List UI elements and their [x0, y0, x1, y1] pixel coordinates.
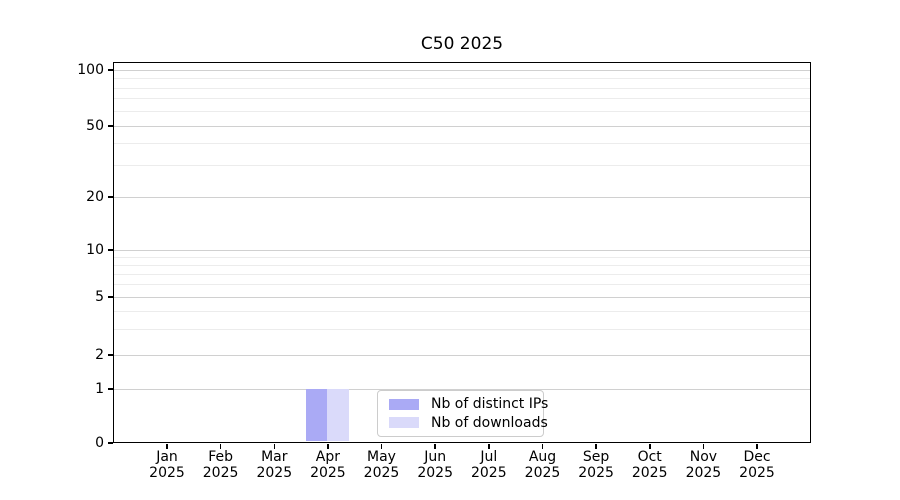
minor-gridline: [114, 273, 810, 275]
x-tick-mark: [327, 443, 329, 449]
x-tick-month: Mar: [261, 449, 288, 465]
x-tick-year: 2025: [578, 465, 614, 481]
legend: Nb of distinct IPs Nb of downloads: [377, 390, 548, 437]
y-tick-mark: [108, 125, 113, 127]
major-gridline: [114, 388, 810, 390]
legend-swatch-nb-of-downloads: [389, 417, 419, 429]
x-tick-year: 2025: [524, 465, 561, 481]
minor-gridline: [114, 328, 810, 330]
major-gridline: [114, 296, 810, 298]
y-tick-mark: [108, 388, 113, 390]
x-tick-label-nov: Nov 2025: [663, 449, 743, 481]
plot-area: [113, 62, 811, 443]
y-tick-mark: [108, 296, 113, 298]
x-tick-label-jan: Jan 2025: [127, 449, 207, 481]
chart-title: C50 2025: [420, 34, 504, 54]
x-tick-month: Oct: [637, 449, 662, 465]
x-tick-mark: [166, 443, 168, 449]
major-gridline: [114, 69, 810, 71]
x-tick-mark: [541, 443, 544, 449]
x-tick-year: 2025: [685, 465, 722, 481]
y-tick-label: 2: [95, 346, 104, 363]
x-tick-year: 2025: [417, 465, 453, 481]
bar-nb-of-distinct-ips-apr: [305, 388, 328, 441]
x-tick-month: Apr: [315, 449, 340, 465]
y-tick-label: 0: [95, 434, 104, 451]
minor-gridline: [114, 110, 810, 112]
y-tick-mark: [108, 69, 113, 71]
legend-swatch-nb-of-distinct-ips: [389, 398, 419, 410]
x-tick-year: 2025: [256, 465, 293, 481]
minor-gridline: [114, 165, 810, 167]
x-tick-label-dec: Dec 2025: [717, 449, 797, 481]
legend-entry-nb-of-distinct-ips: Nb of distinct IPs: [386, 395, 548, 413]
x-tick-month: Dec: [743, 449, 771, 465]
y-tick-label: 1: [95, 380, 104, 397]
x-tick-mark: [702, 443, 705, 449]
minor-gridline: [114, 284, 810, 286]
x-tick-year: 2025: [631, 465, 668, 481]
major-gridline: [114, 354, 810, 356]
x-tick-month: Jun: [424, 449, 447, 465]
y-tick-label: 50: [86, 117, 104, 134]
y-tick-label: 5: [95, 288, 104, 305]
x-tick-year: 2025: [470, 465, 507, 481]
y-tick-label: 10: [86, 241, 104, 258]
x-tick-label-may: May 2025: [342, 449, 422, 481]
minor-gridline: [114, 98, 810, 100]
minor-gridline: [114, 310, 810, 312]
x-tick-month: Feb: [208, 449, 233, 465]
x-tick-month: May: [367, 449, 396, 465]
x-tick-mark: [649, 443, 651, 449]
y-tick-mark: [108, 354, 113, 356]
x-tick-month: Jan: [156, 449, 178, 465]
x-tick-mark: [219, 443, 222, 449]
y-tick-mark: [108, 196, 113, 198]
x-tick-mark: [595, 443, 597, 449]
x-tick-year: 2025: [149, 465, 185, 481]
x-tick-label-sep: Sep 2025: [556, 449, 636, 481]
major-gridline: [114, 125, 810, 127]
x-tick-month: Jul: [480, 449, 498, 465]
major-gridline: [114, 196, 810, 198]
x-tick-label-feb: Feb 2025: [181, 449, 261, 481]
x-tick-mark: [380, 443, 383, 449]
legend-label: Nb of distinct IPs: [431, 396, 549, 413]
x-tick-mark: [434, 443, 436, 449]
x-tick-month: Sep: [582, 449, 610, 465]
minor-gridline: [114, 87, 810, 89]
x-tick-label-apr: Apr 2025: [288, 449, 368, 481]
x-tick-label-jun: Jun 2025: [395, 449, 475, 481]
minor-gridline: [114, 78, 810, 79]
legend-label: Nb of downloads: [431, 414, 548, 431]
y-tick-label: 100: [77, 61, 104, 78]
x-tick-label-mar: Mar 2025: [234, 449, 314, 481]
x-tick-label-jul: Jul 2025: [449, 449, 529, 481]
minor-gridline: [114, 264, 810, 266]
x-tick-mark: [756, 443, 758, 449]
x-tick-label-oct: Oct 2025: [610, 449, 690, 481]
y-tick-mark: [108, 249, 113, 251]
major-gridline: [114, 249, 810, 251]
y-tick-label: 20: [86, 188, 104, 205]
legend-entry-nb-of-downloads: Nb of downloads: [386, 414, 548, 432]
x-tick-year: 2025: [363, 465, 400, 481]
minor-gridline: [114, 142, 810, 144]
x-tick-year: 2025: [202, 465, 239, 481]
bar-nb-of-downloads-apr: [327, 388, 349, 441]
x-tick-year: 2025: [739, 465, 775, 481]
x-tick-month: Nov: [689, 449, 718, 465]
minor-gridline: [114, 256, 810, 258]
x-tick-mark: [488, 443, 490, 449]
x-tick-label-aug: Aug 2025: [503, 449, 583, 481]
x-tick-mark: [273, 443, 275, 449]
y-tick-mark: [108, 442, 113, 444]
x-tick-month: Aug: [528, 449, 557, 465]
x-tick-year: 2025: [310, 465, 346, 481]
